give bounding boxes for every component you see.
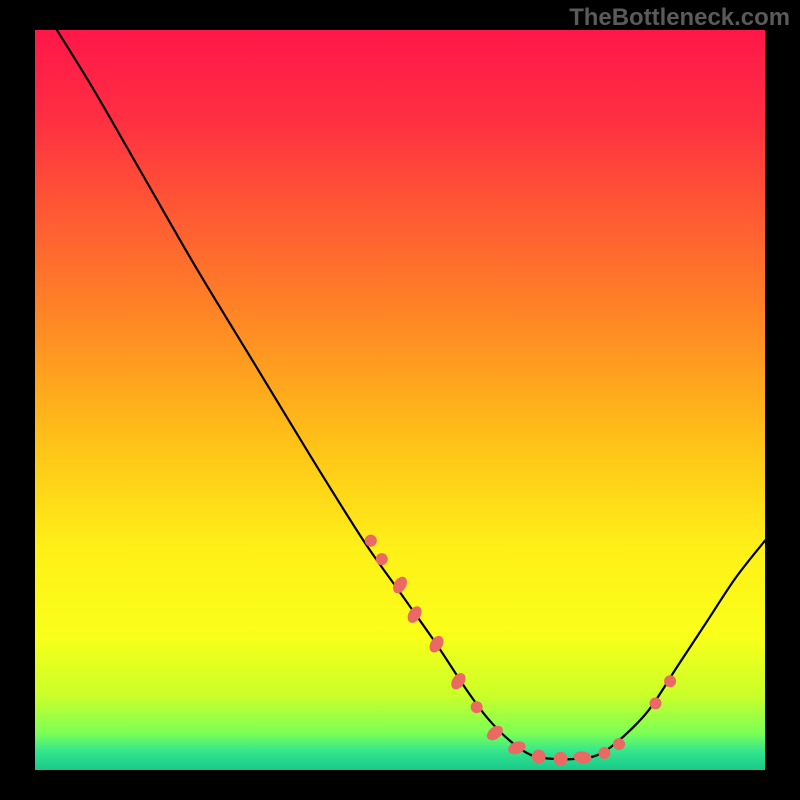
marker-dot xyxy=(650,697,662,709)
marker-dot xyxy=(598,747,610,759)
marker-dot xyxy=(532,750,546,764)
marker-dot xyxy=(613,738,625,750)
chart-stage: TheBottleneck.com xyxy=(0,0,800,800)
marker-dot xyxy=(664,675,676,687)
bottleneck-chart xyxy=(0,0,800,800)
marker-dot xyxy=(554,752,568,766)
chart-background xyxy=(35,30,765,770)
marker-dot xyxy=(376,553,388,565)
watermark-text: TheBottleneck.com xyxy=(569,4,790,32)
marker-dot xyxy=(365,535,377,547)
marker-dot xyxy=(471,701,483,713)
